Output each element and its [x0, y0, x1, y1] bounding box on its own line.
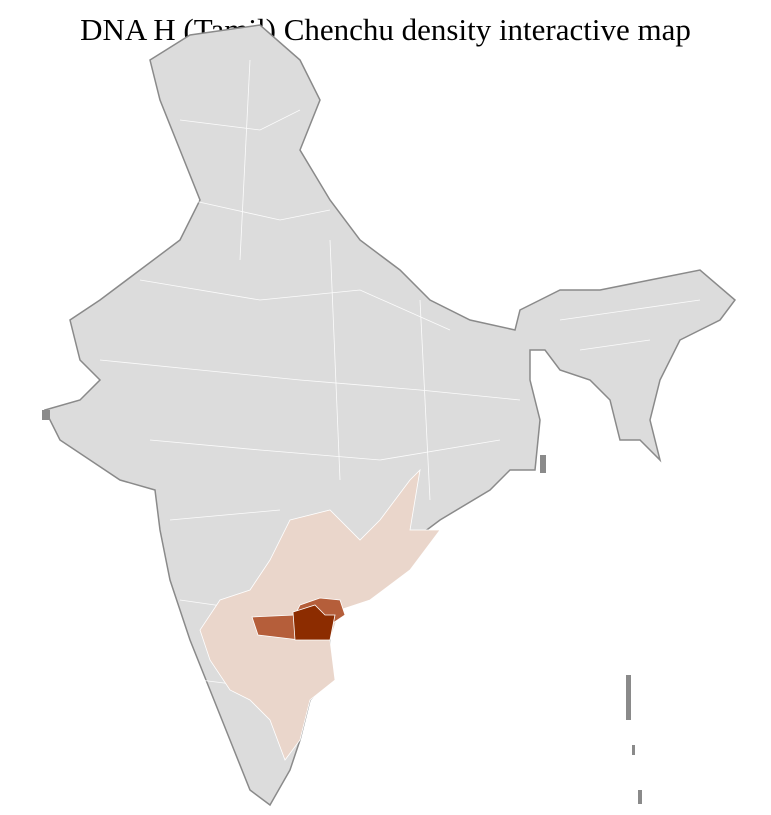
- gulf-of-kutch-islands: [42, 410, 50, 420]
- high-density-district[interactable]: [292, 604, 336, 641]
- sundarbans: [540, 455, 546, 473]
- andaman-nicobar-islands[interactable]: [42, 410, 642, 804]
- india-outline[interactable]: [43, 24, 737, 807]
